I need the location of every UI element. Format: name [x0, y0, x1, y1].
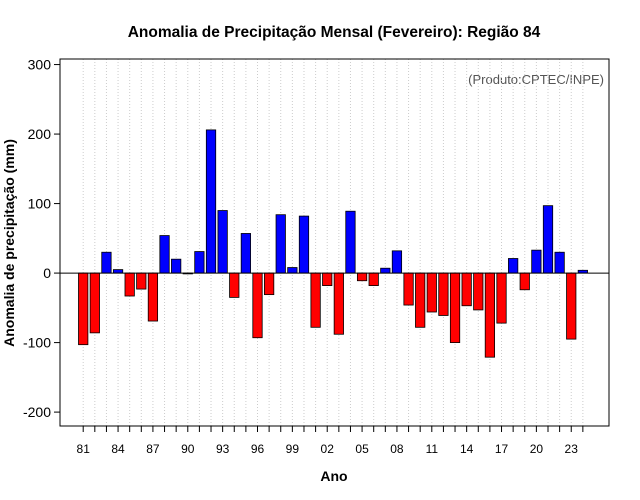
- bar: [484, 272, 496, 358]
- x-tick-label: 08: [390, 442, 404, 456]
- bar: [333, 272, 344, 335]
- bar: [78, 272, 89, 346]
- bar: [252, 272, 263, 339]
- y-tick-label: 100: [28, 196, 52, 212]
- bar: [287, 267, 298, 274]
- bar: [531, 249, 542, 274]
- x-tick-label: 84: [111, 442, 125, 456]
- x-tick-label: 20: [530, 442, 544, 456]
- product-annotation: (Produto:CPTEC/INPE): [468, 72, 604, 87]
- bar: [217, 210, 228, 274]
- x-tick-label: 99: [286, 442, 300, 456]
- bar: [566, 272, 577, 340]
- bar: [415, 272, 426, 328]
- y-tick-label: 300: [28, 57, 52, 73]
- bar: [229, 272, 240, 298]
- bar: [264, 272, 275, 296]
- x-tick-label: 93: [216, 442, 230, 456]
- bar: [356, 272, 368, 282]
- bar: [171, 258, 182, 274]
- plot-frame: [59, 58, 610, 427]
- x-tick-label: 02: [321, 442, 335, 456]
- bar: [147, 272, 159, 322]
- bar: [519, 272, 530, 291]
- y-tick-label: 0: [43, 265, 51, 281]
- bar: [194, 251, 205, 274]
- y-tick-label: 200: [28, 126, 52, 142]
- bar: [275, 214, 286, 274]
- bar: [136, 272, 147, 290]
- bar: [124, 272, 135, 297]
- bar: [205, 129, 217, 274]
- y-axis-label: Anomalia de precipitação (mm): [1, 139, 17, 347]
- bar: [240, 233, 251, 274]
- bar: [391, 250, 403, 274]
- bar: [496, 272, 507, 324]
- x-axis: 81 84 87 90 93 96 99 02 05 08 11 14 17 20 23: [77, 426, 584, 456]
- chart-title: Anomalia de Precipitação Mensal (Feverei…: [128, 24, 541, 41]
- bar: [101, 251, 112, 274]
- bar: [554, 251, 565, 274]
- bar: [449, 272, 461, 343]
- bar: [310, 272, 321, 328]
- x-tick-label: 90: [181, 442, 195, 456]
- bars: [78, 129, 588, 358]
- x-tick-label: 81: [77, 442, 91, 456]
- bar: [403, 272, 414, 306]
- bar: [345, 210, 356, 274]
- bar: [380, 267, 391, 274]
- bar: [473, 272, 484, 311]
- y-tick-label: -200: [23, 404, 51, 420]
- bar: [461, 272, 472, 307]
- x-tick-label: 14: [460, 442, 474, 456]
- bar: [542, 205, 554, 274]
- x-tick-label: 17: [495, 442, 509, 456]
- x-axis-label: Ano: [320, 468, 347, 484]
- bar: [89, 272, 100, 334]
- x-tick-label: 23: [565, 442, 579, 456]
- x-tick-label: 96: [251, 442, 265, 456]
- bar: [508, 258, 519, 274]
- x-tick-label: 05: [355, 442, 369, 456]
- bar: [298, 215, 310, 274]
- bar: [159, 235, 170, 274]
- bar: [112, 269, 124, 274]
- bar: [438, 272, 449, 316]
- bar: [368, 272, 379, 286]
- grid-lines: [82, 59, 584, 426]
- bar: [426, 272, 437, 313]
- x-tick-label: 87: [146, 442, 160, 456]
- y-axis: -200 -100 0 100 200 300: [23, 57, 60, 420]
- x-tick-label: 11: [426, 442, 439, 456]
- bar: [322, 272, 333, 286]
- y-tick-label: -100: [23, 335, 51, 351]
